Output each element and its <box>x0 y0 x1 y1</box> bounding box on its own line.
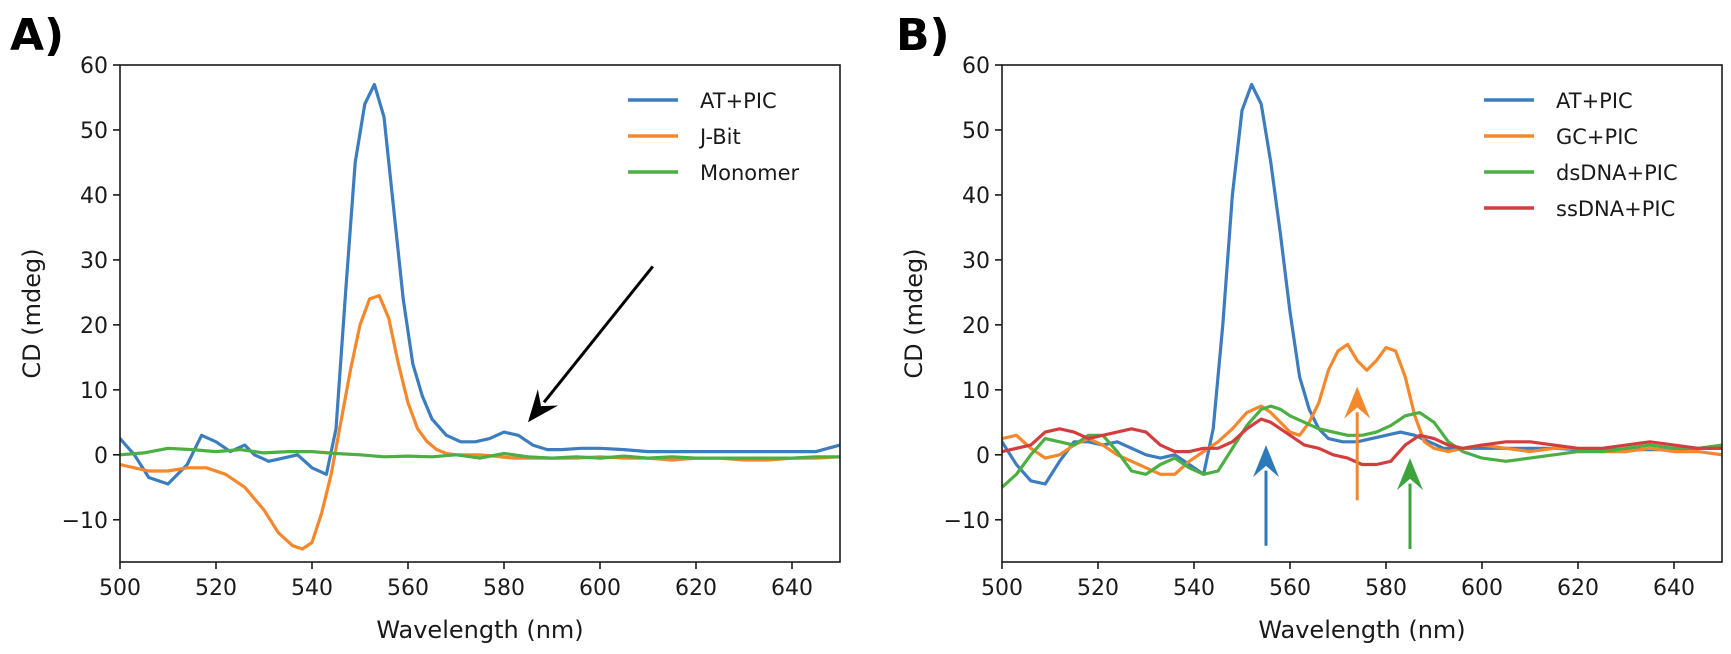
series-line-ssdna-pic <box>1002 417 1722 467</box>
x-tick-label: 640 <box>1653 576 1695 601</box>
legend-label: Monomer <box>700 161 800 185</box>
y-tick-label: 50 <box>962 119 990 144</box>
y-tick-label: 60 <box>80 54 108 79</box>
legend-label: AT+PIC <box>700 89 777 113</box>
legend-label: GC+PIC <box>1556 125 1638 149</box>
y-tick-label: 30 <box>80 249 108 274</box>
y-tick-label: 40 <box>80 184 108 209</box>
y-axis-label: CD (mdeg) <box>900 248 928 378</box>
y-tick-label: 40 <box>962 184 990 209</box>
annotation-arrow-head <box>1344 386 1371 419</box>
annotation-arrow-shaft <box>542 265 654 404</box>
x-axis-label: Wavelength (nm) <box>376 616 583 644</box>
panel-a: A) 500 520 540 560 580 600 620 640 −10 0 10 20 30 40 50… <box>10 10 841 644</box>
annotation-arrow-head <box>1397 458 1423 491</box>
y-tick-label: 0 <box>94 444 108 469</box>
plot-frame <box>119 64 841 563</box>
legend-label: ssDNA+PIC <box>1556 197 1675 221</box>
series-line-dsdna-pic <box>1002 404 1722 489</box>
legend-label: dsDNA+PIC <box>1556 161 1678 185</box>
series-line-j-bit <box>120 294 840 551</box>
y-tick-label: 0 <box>976 444 990 469</box>
x-tick-label: 540 <box>1173 576 1215 601</box>
x-tick-label: 580 <box>483 576 525 601</box>
series-line-monomer <box>120 446 840 460</box>
y-axis-label: CD (mdeg) <box>18 248 46 378</box>
panel-label: B) <box>896 10 950 61</box>
x-tick-label: 620 <box>1557 576 1599 601</box>
y-tick-label: 20 <box>80 314 108 339</box>
x-tick-label: 600 <box>579 576 621 601</box>
annotation-arrow-head <box>1253 445 1279 478</box>
x-tick-label: 620 <box>675 576 717 601</box>
legend-label: AT+PIC <box>1556 89 1633 113</box>
x-tick-label: 640 <box>771 576 813 601</box>
x-tick-label: 520 <box>195 576 237 601</box>
x-tick-label: 600 <box>1461 576 1503 601</box>
x-tick-label: 500 <box>99 576 141 601</box>
panel-label: A) <box>10 10 64 61</box>
x-tick-label: 500 <box>981 576 1023 601</box>
panel-b: B) 500 520 540 560 580 600 620 640 −10 0 10 20 30 40 50… <box>896 10 1723 644</box>
annotation-arrow-head <box>528 389 559 423</box>
series-line-at-pic <box>1002 82 1722 486</box>
y-tick-label: 10 <box>962 379 990 404</box>
y-tick-label: 50 <box>80 119 108 144</box>
y-tick-label: 60 <box>962 54 990 79</box>
x-tick-label: 560 <box>387 576 429 601</box>
x-tick-label: 560 <box>1269 576 1311 601</box>
y-tick-label: 20 <box>962 314 990 339</box>
x-tick-label: 580 <box>1365 576 1407 601</box>
x-axis-label: Wavelength (nm) <box>1258 616 1465 644</box>
x-tick-label: 520 <box>1077 576 1119 601</box>
y-tick-label: −10 <box>62 509 108 534</box>
y-tick-label: 30 <box>962 249 990 274</box>
y-tick-label: 10 <box>80 379 108 404</box>
legend-label: J-Bit <box>698 125 741 149</box>
plot-frame <box>1001 64 1723 563</box>
series-line-at-pic <box>120 82 840 486</box>
y-tick-label: −10 <box>944 509 990 534</box>
x-tick-label: 540 <box>291 576 333 601</box>
